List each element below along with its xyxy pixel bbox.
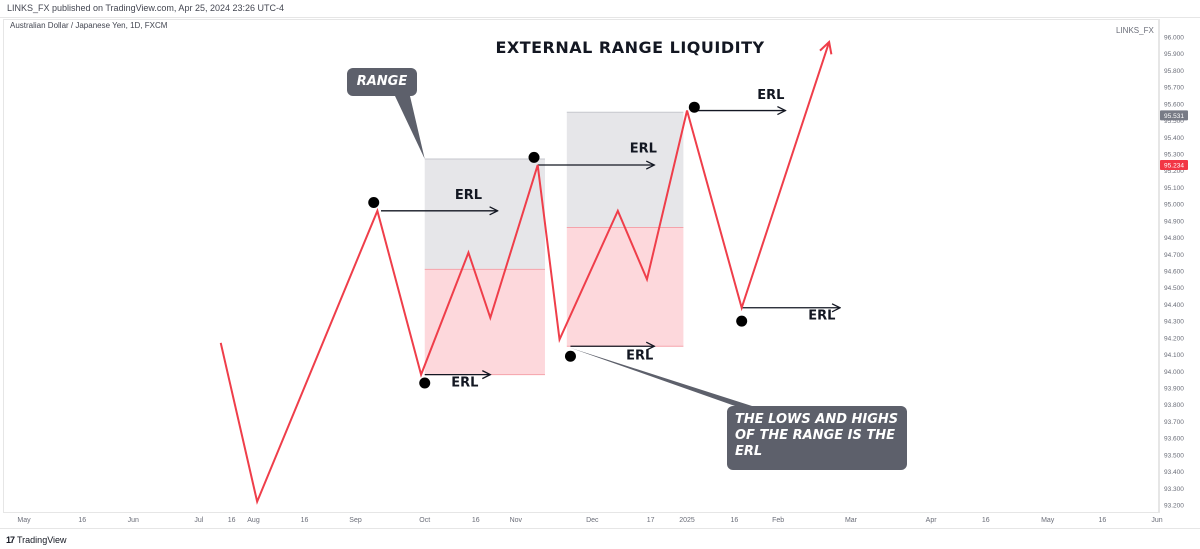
price-tick-label: 95.500	[1164, 118, 1184, 125]
price-tick-label: 93.300	[1164, 486, 1184, 493]
price-tick-label: 94.700	[1164, 252, 1184, 259]
price-tick-label: 95.900	[1164, 51, 1184, 58]
time-tick-label: Aug	[247, 517, 260, 524]
range-premium-zone	[424, 159, 545, 270]
time-tick-label: 17	[647, 517, 655, 524]
price-tick-label: 93.600	[1164, 436, 1184, 443]
erl-label: ERL	[455, 188, 482, 203]
erl-label: ERL	[757, 88, 784, 103]
chart-title: EXTERNAL RANGE LIQUIDITY	[495, 38, 765, 57]
swing-point-dot	[564, 350, 576, 362]
erl-label: ERL	[630, 141, 657, 156]
price-tick-label: 95.100	[1164, 185, 1184, 192]
price-tick-label: 94.300	[1164, 319, 1184, 326]
range-discount-zone	[566, 227, 684, 347]
erl-arrows: ERL ERL ERL ERL ERL ERL	[381, 88, 840, 390]
price-badge-label: 95.234	[1164, 163, 1184, 170]
author-watermark: LINKS_FX	[1116, 26, 1154, 35]
range-callout: RANGE	[347, 68, 417, 96]
time-tick-label: Jul	[194, 517, 203, 524]
price-tick-label: 94.100	[1164, 352, 1184, 359]
swing-point-dot	[419, 377, 431, 389]
price-tick-label: 94.600	[1164, 269, 1184, 276]
time-tick-label: Mar	[845, 517, 858, 524]
price-tick-label: 93.700	[1164, 419, 1184, 426]
swing-point-dot	[736, 315, 748, 327]
price-tick-label: 94.400	[1164, 302, 1184, 309]
price-tick-label: 95.200	[1164, 168, 1184, 175]
time-tick-label: Nov	[510, 517, 523, 524]
price-path	[219, 42, 829, 505]
price-badge	[1160, 110, 1188, 121]
erl-note-callout: THE LOWS AND HIGHS OF THE RANGE IS THE E…	[727, 406, 907, 470]
range-discount-zone	[424, 269, 545, 375]
time-tick-label: May	[1041, 517, 1055, 524]
time-tick-label: Sep	[349, 517, 362, 524]
price-tick-label: 94.800	[1164, 235, 1184, 242]
time-tick-label: Jun	[1151, 517, 1162, 524]
price-axis-border	[1159, 19, 1160, 513]
time-tick-label: 16	[78, 517, 86, 524]
chart-pane[interactable]	[3, 19, 1159, 513]
swing-dots	[368, 101, 748, 389]
erl-note-callout-pointer	[570, 347, 752, 406]
time-tick-label: 16	[301, 517, 309, 524]
time-tick-label: 16	[731, 517, 739, 524]
swing-point-dot	[528, 151, 540, 163]
price-tick-label: 93.800	[1164, 402, 1184, 409]
price-tick-label: 94.500	[1164, 285, 1184, 292]
time-tick-label: 16	[982, 517, 990, 524]
time-tick-label: 16	[228, 517, 236, 524]
price-tick-label: 95.800	[1164, 68, 1184, 75]
price-tick-label: 95.000	[1164, 202, 1184, 209]
time-axis: May 16 Jun Jul 16 Aug 16 Sep Oct 16 Nov Dec 17 2025 16…	[17, 517, 1162, 524]
range-premium-zone	[566, 112, 684, 228]
erl-label: ERL	[626, 349, 653, 364]
range-callout-pointer	[395, 96, 425, 160]
price-tick-label: 93.900	[1164, 386, 1184, 393]
time-tick-label: 16	[472, 517, 480, 524]
time-tick-label: 2025	[679, 517, 695, 524]
price-badge	[1160, 160, 1188, 171]
price-tick-label: 93.200	[1164, 503, 1184, 510]
price-badge-label: 95.531	[1164, 113, 1184, 120]
price-tick-label: 95.300	[1164, 152, 1184, 159]
price-tick-label: 95.600	[1164, 101, 1184, 108]
swing-point-dot	[688, 101, 700, 113]
header-bar: LINKS_FX published on TradingView.com, A…	[0, 0, 1200, 18]
price-tick-label: 94.200	[1164, 335, 1184, 342]
published-caption: LINKS_FX published on TradingView.com, A…	[7, 3, 284, 13]
tradingview-logo[interactable]: 17 TradingView	[6, 535, 67, 545]
symbol-legend: Australian Dollar / Japanese Yen, 1D, FX…	[10, 21, 168, 30]
price-tick-label: 94.000	[1164, 369, 1184, 376]
time-tick-label: 16	[1098, 517, 1106, 524]
callout-pointers	[395, 96, 752, 406]
footer-bar: 17 TradingView	[0, 528, 1200, 549]
price-badges: 95.531 95.234	[1160, 110, 1188, 171]
time-tick-label: Feb	[772, 517, 784, 524]
price-axis: 96.000 95.900 95.800 95.700 95.600 95.500 95.4…	[1164, 35, 1184, 510]
price-tick-label: 96.000	[1164, 35, 1184, 42]
time-tick-label: Oct	[419, 517, 430, 524]
price-tick-label: 95.400	[1164, 135, 1184, 142]
price-tick-label: 95.700	[1164, 85, 1184, 92]
erl-label: ERL	[808, 308, 835, 323]
time-tick-label: Dec	[586, 517, 599, 524]
time-tick-label: Jun	[128, 517, 139, 524]
price-line	[219, 42, 829, 505]
time-tick-label: May	[17, 517, 31, 524]
erl-label: ERL	[451, 375, 478, 390]
price-tick-label: 94.900	[1164, 218, 1184, 225]
swing-point-dot	[368, 196, 380, 208]
tradingview-brand: TradingView	[17, 535, 67, 545]
price-tick-label: 93.500	[1164, 452, 1184, 459]
time-tick-label: Apr	[926, 517, 938, 524]
tradingview-logo-icon: 17	[6, 535, 15, 545]
price-tick-label: 93.400	[1164, 469, 1184, 476]
